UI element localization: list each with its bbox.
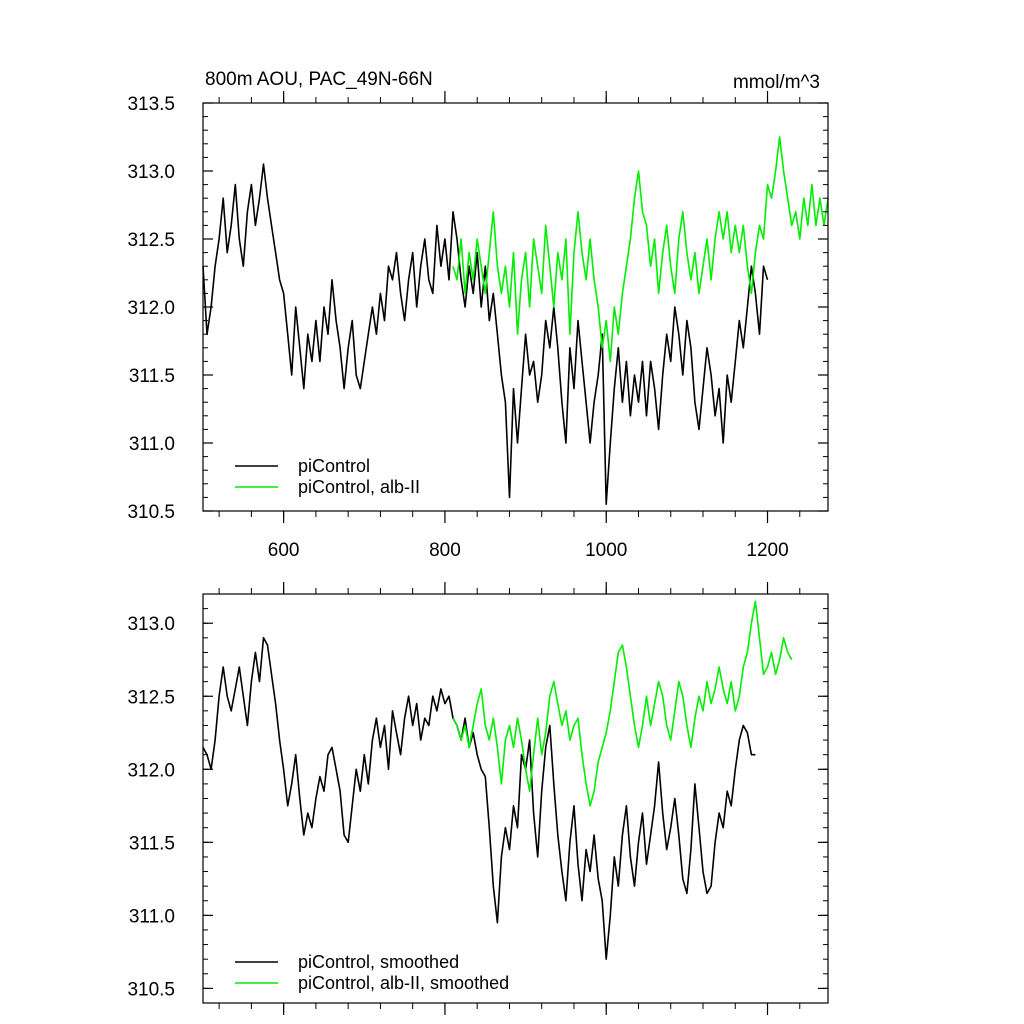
top-xtick-label-3: 1200 [746,540,788,561]
bottom-legend-label-1: piControl, alb-II, smoothed [298,973,509,993]
bottom-ytick-label-0: 310.5 [127,979,175,1000]
bottom-ytick-label-4: 312.5 [127,687,175,708]
top-legend-label-1: piControl, alb-II [298,477,420,497]
top-xtick-label-0: 600 [268,540,300,561]
bottom-ytick-label-5: 313.0 [127,614,175,635]
bottom-plot-frame [202,593,829,1004]
units-label: mmol/m^3 [733,72,820,93]
bottom-series-layer [202,600,793,960]
top-ytick-label-3: 312.0 [127,298,175,319]
top-series-line-1 [452,136,829,363]
top-series-layer [202,136,829,505]
bottom-ytick-label-2: 311.5 [129,833,175,854]
top-ytick-label-4: 312.5 [127,230,175,251]
top-series-line-0 [202,163,769,505]
figure-title: 800m AOU, PAC_49N-66N [205,69,433,90]
bottom-series-line-0 [202,637,756,960]
bottom-legend-label-0: piControl, smoothed [298,952,459,972]
top-legend-label-0: piControl [298,456,370,476]
bottom-ytick-label-1: 311.0 [129,906,175,927]
top-ytick-label-6: 313.5 [127,94,175,115]
top-ytick-label-5: 313.0 [127,162,175,183]
top-panel: 310.5 311.0 311.5 312.0 312.5 313.0 313.5 600 80… [127,91,829,561]
bottom-series-line-1 [452,600,793,807]
top-xtick-label-2: 1000 [585,540,627,561]
top-ytick-label-0: 310.5 [127,502,175,523]
top-xtick-label-1: 800 [429,540,461,561]
bottom-ticks-layer: 310.5 311.0 311.5 312.0 312.5 313.0 [127,582,828,1015]
top-ytick-label-1: 311.0 [129,434,175,455]
top-plot-frame [202,102,829,512]
bottom-panel: 310.5 311.0 311.5 312.0 312.5 313.0 piControl… [127,582,829,1015]
top-ytick-label-2: 311.5 [129,366,175,387]
bottom-ytick-label-3: 312.0 [127,760,175,781]
top-ticks-layer: 310.5 311.0 311.5 312.0 312.5 313.0 313.5 600 80… [127,91,828,561]
